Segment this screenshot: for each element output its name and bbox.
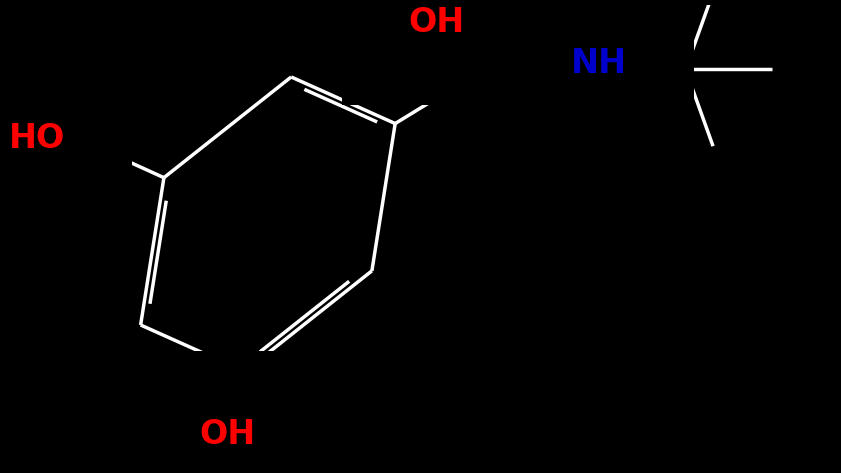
Text: OH: OH [200, 418, 256, 451]
Text: NH: NH [571, 47, 627, 80]
Text: OH: OH [409, 6, 464, 39]
Text: HO: HO [9, 122, 66, 155]
